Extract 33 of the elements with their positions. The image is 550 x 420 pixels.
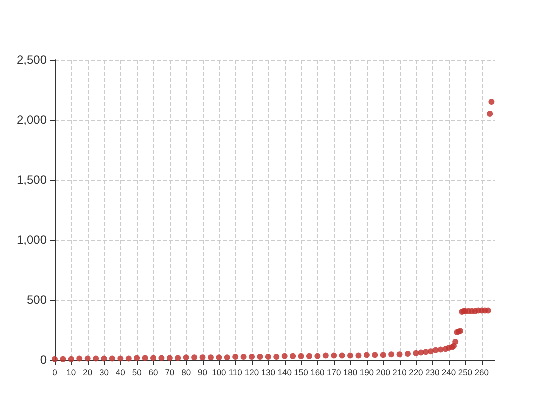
y-tick-label: 1,000 [16,233,48,247]
y-tick-label: 2,500 [16,53,48,67]
x-tick-label: 240 [442,368,456,378]
x-tick-label: 180 [343,368,358,378]
x-tick-label: 120 [244,368,260,378]
x-tick-label: 30 [100,368,110,378]
x-tick-label: 80 [182,368,192,378]
x-tick-label: 260 [474,368,490,378]
x-tick-label: 50 [132,368,142,378]
x-tick-label: 20 [83,368,93,378]
x-tick-label: 160 [310,368,326,378]
x-tick-label: 60 [148,368,158,378]
y-tick-label: 2,000 [16,113,48,127]
x-tick-label: 130 [261,368,276,378]
x-tick-label: 220 [409,368,424,378]
y-tick-label: 1,500 [16,173,48,187]
x-tick-label: 250 [458,368,473,378]
x-tick-label: 170 [327,368,342,378]
x-tick-label: 40 [116,368,126,378]
x-tick-label: 70 [165,368,175,378]
x-tick-label: 140 [278,368,292,378]
x-tick-label: 230 [426,368,440,378]
x-tick-label: 90 [198,368,208,378]
x-tick-label: 200 [376,368,391,378]
y-tick-label: 0 [40,353,48,367]
x-tick-label: 190 [360,368,374,378]
x-tick-label: 100 [212,368,227,378]
x-tick-label: 0 [52,368,58,378]
x-tick-label: 110 [228,368,243,378]
x-tick-label: 10 [66,368,76,378]
x-tick-label: 150 [294,368,309,378]
y-tick-label: 500 [26,293,48,307]
x-tick-label: 210 [392,368,408,378]
